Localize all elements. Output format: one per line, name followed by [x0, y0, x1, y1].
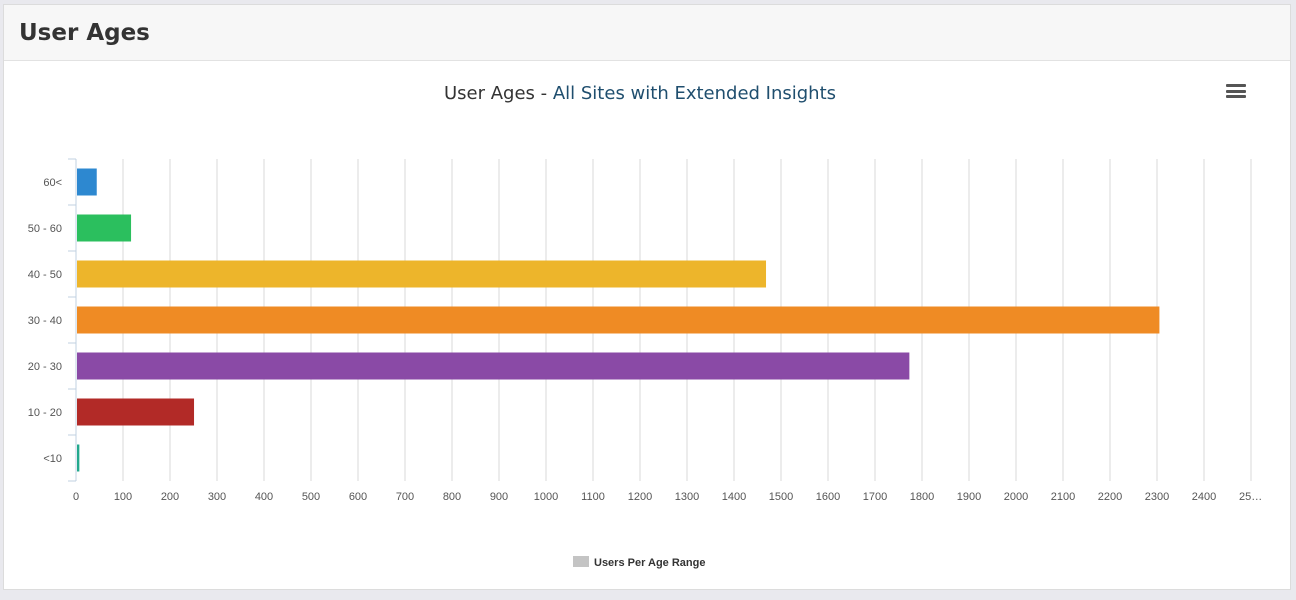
x-tick-label: 900: [490, 491, 508, 503]
x-tick-label: 400: [255, 491, 273, 503]
y-tick-label: <10: [43, 453, 62, 465]
x-tick-label: 1900: [957, 491, 981, 503]
y-tick-label: 40 - 50: [28, 269, 62, 281]
bars: [77, 168, 1160, 472]
x-tick-label: 1100: [581, 491, 605, 503]
chart-menu-icon[interactable]: [1226, 84, 1246, 102]
chart-title-text: User Ages -: [444, 83, 553, 104]
bar[interactable]: [77, 214, 132, 242]
x-tick-label: 1600: [816, 491, 840, 503]
bar[interactable]: [77, 168, 97, 196]
menu-bar-icon: [1226, 89, 1246, 93]
x-tick-label: 100: [114, 491, 132, 503]
menu-bar-icon: [1226, 84, 1246, 87]
panel-header: User Ages: [4, 5, 1290, 61]
y-axis: 60< 50 - 60 40 - 50 30 - 40 20 - 30 10 - 20 <1…: [28, 158, 77, 482]
x-tick-label: 600: [349, 491, 367, 503]
y-tick-label: 60<: [43, 177, 62, 189]
x-tick-label: 1500: [769, 491, 793, 503]
x-tick-label: 2000: [1004, 491, 1028, 503]
x-tick-label: 2100: [1051, 491, 1075, 503]
x-tick-label: 0: [73, 491, 79, 503]
y-tick-label: 30 - 40: [28, 315, 62, 327]
x-axis: 0 100 200 300 400 500 600 700 800 900 1000 1100 1200…: [73, 491, 1262, 503]
x-tick-label: 1300: [675, 491, 699, 503]
x-tick-label: 200: [161, 491, 179, 503]
x-tick-label: 25…: [1239, 491, 1262, 503]
x-tick-label: 300: [208, 491, 226, 503]
page-title: User Ages: [19, 20, 150, 46]
x-tick-label: 800: [443, 491, 461, 503]
x-tick-label: 1400: [722, 491, 746, 503]
x-tick-label: 700: [396, 491, 414, 503]
y-tick-label: 50 - 60: [28, 223, 62, 235]
x-tick-label: 1800: [910, 491, 934, 503]
x-tick-label: 1000: [534, 491, 558, 503]
legend-label[interactable]: Users Per Age Range: [594, 557, 705, 569]
bar[interactable]: [77, 306, 1160, 334]
x-tick-label: 2300: [1145, 491, 1169, 503]
legend[interactable]: Users Per Age Range: [573, 556, 705, 569]
x-tick-label: 2200: [1098, 491, 1122, 503]
chart-title: User Ages - All Sites with Extended Insi…: [444, 83, 836, 104]
chart-panel: User Ages: [3, 4, 1291, 590]
legend-swatch: [573, 556, 589, 567]
menu-bar-icon: [1226, 95, 1246, 98]
y-tick-label: 20 - 30: [28, 361, 62, 373]
chart-subtitle-link[interactable]: All Sites with Extended Insights: [553, 83, 836, 104]
x-tick-label: 500: [302, 491, 320, 503]
x-tick-label: 2400: [1192, 491, 1216, 503]
bar[interactable]: [77, 260, 767, 288]
bar[interactable]: [77, 352, 910, 380]
bar[interactable]: [77, 398, 195, 426]
x-tick-label: 1700: [863, 491, 887, 503]
bar[interactable]: [77, 444, 80, 472]
x-tick-label: 1200: [628, 491, 652, 503]
y-tick-label: 10 - 20: [28, 407, 62, 419]
